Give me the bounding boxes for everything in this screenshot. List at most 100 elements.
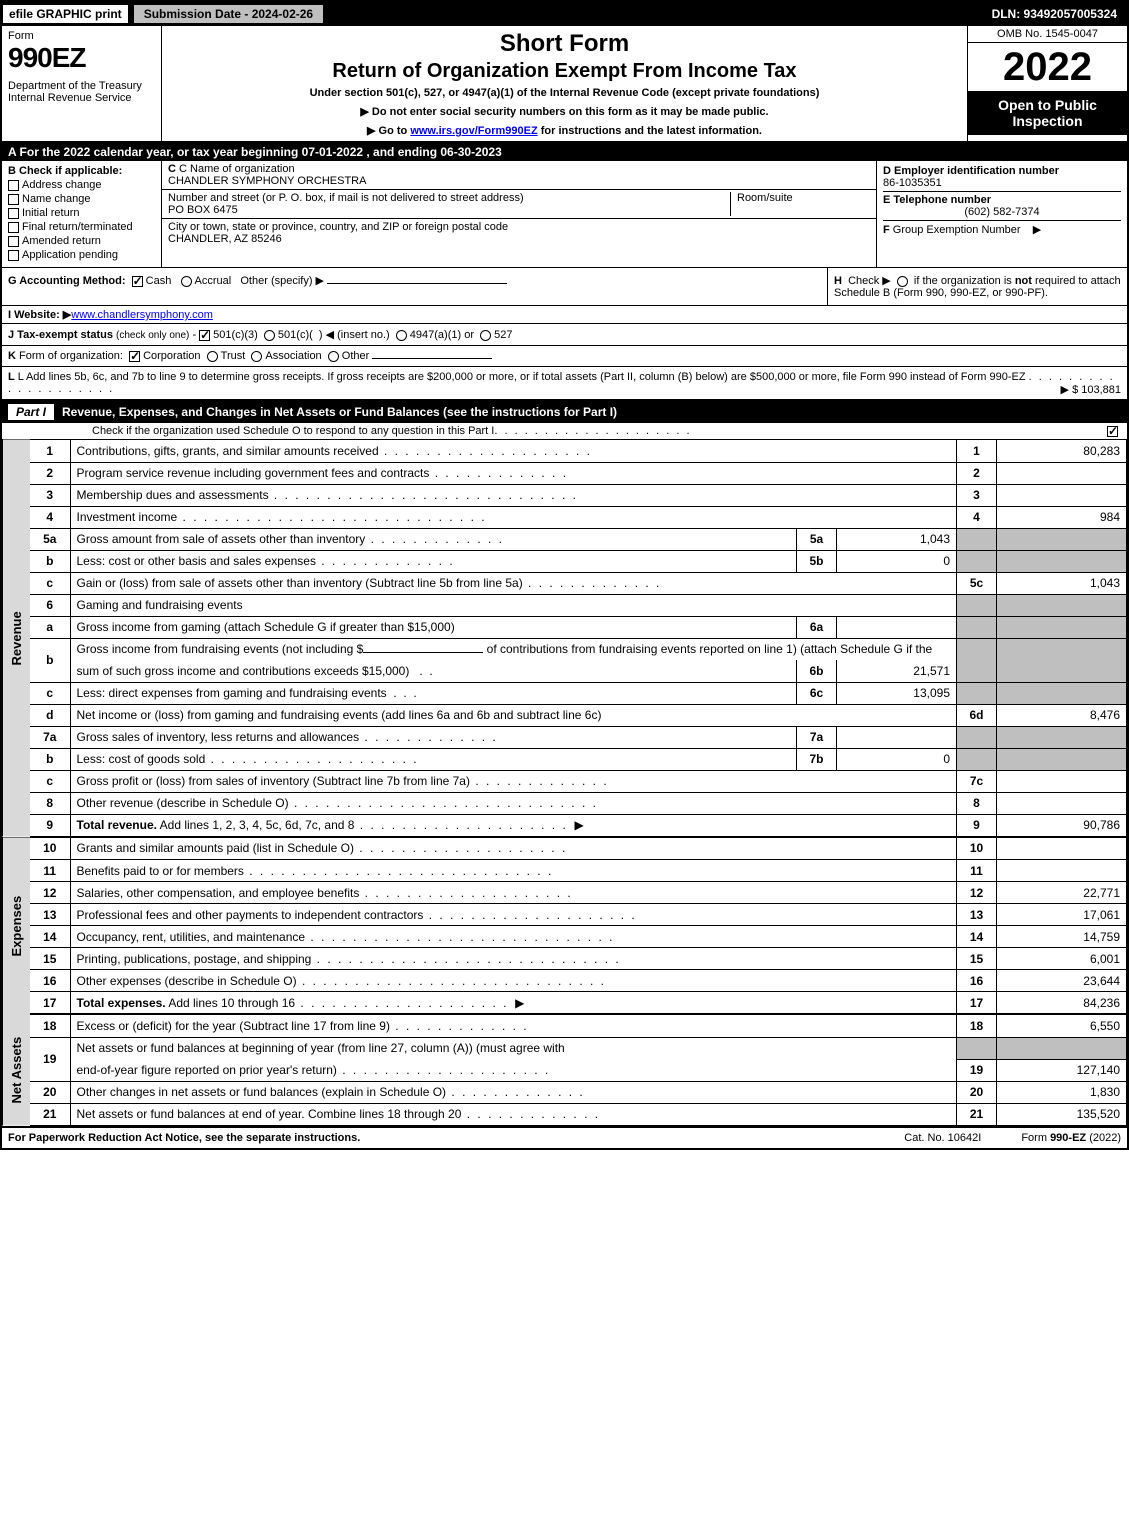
section-g: G Accounting Method: Cash Accrual Other … <box>2 268 827 305</box>
line-7c-val <box>997 770 1127 792</box>
line-1-val: 80,283 <box>997 440 1127 462</box>
section-gh: G Accounting Method: Cash Accrual Other … <box>2 268 1127 306</box>
part-1-header: Part I Revenue, Expenses, and Changes in… <box>2 401 1127 423</box>
line-5c-val: 1,043 <box>997 572 1127 594</box>
cb-schedule-o[interactable] <box>1107 426 1118 437</box>
line-15-val: 6,001 <box>997 948 1127 970</box>
cb-final-return[interactable]: Final return/terminated <box>8 221 155 233</box>
cb-corporation[interactable] <box>129 351 140 362</box>
room-suite-label: Room/suite <box>730 192 870 216</box>
expenses-side-label: Expenses <box>2 838 30 1015</box>
row-a-tax-year: A For the 2022 calendar year, or tax yea… <box>2 143 1127 161</box>
net-assets-side-label: Net Assets <box>2 1015 30 1126</box>
irs-link[interactable]: www.irs.gov/Form990EZ <box>410 125 537 137</box>
line-19-val: 127,140 <box>997 1059 1127 1081</box>
form-ref: Form 990-EZ (2022) <box>1021 1132 1121 1144</box>
street-value: PO BOX 6475 <box>168 204 730 216</box>
form-header: Form 990EZ Department of the Treasury In… <box>2 26 1127 143</box>
line-16-val: 23,644 <box>997 970 1127 992</box>
phone-value: (602) 582-7374 <box>883 206 1121 218</box>
section-b: B Check if applicable: Address change Na… <box>2 161 162 267</box>
header-left: Form 990EZ Department of the Treasury In… <box>2 26 162 141</box>
section-bcdef: B Check if applicable: Address change Na… <box>2 161 1127 268</box>
section-h: H Check ▶ if the organization is not req… <box>827 268 1127 305</box>
section-b-label: B Check if applicable: <box>8 165 155 177</box>
cb-application-pending[interactable]: Application pending <box>8 249 155 261</box>
org-name: CHANDLER SYMPHONY ORCHESTRA <box>168 175 870 187</box>
dln-number: DLN: 93492057005324 <box>982 5 1127 23</box>
line-3-val <box>997 484 1127 506</box>
radio-sched-b[interactable] <box>897 276 908 287</box>
form-990ez-page: efile GRAPHIC print Submission Date - 20… <box>0 0 1129 1150</box>
line-2-val <box>997 462 1127 484</box>
section-def: D Employer identification number 86-1035… <box>877 161 1127 267</box>
section-j: J Tax-exempt status (check only one) - 5… <box>2 324 1127 346</box>
revenue-side-label: Revenue <box>2 440 30 837</box>
line-11-val <box>997 860 1127 882</box>
line-6b-val: 21,571 <box>837 660 957 682</box>
line-6c-val: 13,095 <box>837 682 957 704</box>
form-label: Form <box>8 30 155 42</box>
line-5a-val: 1,043 <box>837 528 957 550</box>
radio-accrual[interactable] <box>181 276 192 287</box>
line-7b-val: 0 <box>837 748 957 770</box>
goto-note: ▶ Go to www.irs.gov/Form990EZ for instru… <box>172 124 957 137</box>
form-title-2: Return of Organization Exempt From Incom… <box>172 60 957 83</box>
form-subtitle: Under section 501(c), 527, or 4947(a)(1)… <box>172 87 957 99</box>
line-6a-val <box>837 616 957 638</box>
section-i: I Website: ▶www.chandlersymphony.com <box>2 306 1127 324</box>
cb-cash[interactable] <box>132 276 143 287</box>
line-5b-val: 0 <box>837 550 957 572</box>
form-title-1: Short Form <box>172 30 957 58</box>
line-20-val: 1,830 <box>997 1081 1127 1103</box>
line-6d-val: 8,476 <box>997 704 1127 726</box>
radio-501c[interactable] <box>264 330 275 341</box>
tax-year: 2022 <box>968 43 1127 91</box>
line-18-val: 6,550 <box>997 1015 1127 1037</box>
ssn-note: ▶ Do not enter social security numbers o… <box>172 105 957 118</box>
line-4-val: 984 <box>997 506 1127 528</box>
cb-address-change[interactable]: Address change <box>8 179 155 191</box>
part-1-title: Revenue, Expenses, and Changes in Net As… <box>62 405 617 419</box>
ein-value: 86-1035351 <box>883 177 1121 189</box>
cb-name-change[interactable]: Name change <box>8 193 155 205</box>
net-assets-section: Net Assets 18Excess or (deficit) for the… <box>2 1014 1127 1126</box>
phone-label: E Telephone number <box>883 194 1121 206</box>
efile-print-label[interactable]: efile GRAPHIC print <box>2 4 129 24</box>
revenue-section: Revenue 1Contributions, gifts, grants, a… <box>2 440 1127 837</box>
expenses-section: Expenses 10Grants and similar amounts pa… <box>2 837 1127 1015</box>
header-mid: Short Form Return of Organization Exempt… <box>162 26 967 141</box>
cb-501c3[interactable] <box>199 330 210 341</box>
header-right: OMB No. 1545-0047 2022 Open to Public In… <box>967 26 1127 141</box>
line-17-val: 84,236 <box>997 992 1127 1014</box>
radio-4947[interactable] <box>396 330 407 341</box>
department-label: Department of the Treasury Internal Reve… <box>8 80 155 104</box>
website-link[interactable]: www.chandlersymphony.com <box>71 309 213 321</box>
inspection-badge: Open to Public Inspection <box>968 91 1127 135</box>
line-21-val: 135,520 <box>997 1103 1127 1125</box>
omb-number: OMB No. 1545-0047 <box>968 26 1127 43</box>
section-k: K Form of organization: Corporation Trus… <box>2 346 1127 367</box>
gross-receipts-amount: ▶ $ 103,881 <box>1061 383 1121 396</box>
top-bar: efile GRAPHIC print Submission Date - 20… <box>2 2 1127 26</box>
city-label: City or town, state or province, country… <box>168 221 870 233</box>
line-14-val: 14,759 <box>997 926 1127 948</box>
cat-no: Cat. No. 10642I <box>904 1132 981 1144</box>
ein-label: D Employer identification number <box>883 165 1121 177</box>
line-10-val <box>997 838 1127 860</box>
line-13-val: 17,061 <box>997 904 1127 926</box>
cb-amended-return[interactable]: Amended return <box>8 235 155 247</box>
line-7a-val <box>837 726 957 748</box>
part-1-sub: Check if the organization used Schedule … <box>2 423 1127 440</box>
radio-527[interactable] <box>480 330 491 341</box>
form-number: 990EZ <box>8 42 155 74</box>
radio-trust[interactable] <box>207 351 218 362</box>
section-l: L L Add lines 5b, 6c, and 7b to line 9 t… <box>2 367 1127 401</box>
line-12-val: 22,771 <box>997 882 1127 904</box>
radio-association[interactable] <box>251 351 262 362</box>
radio-other-org[interactable] <box>328 351 339 362</box>
cb-initial-return[interactable]: Initial return <box>8 207 155 219</box>
submission-date: Submission Date - 2024-02-26 <box>133 4 324 24</box>
line-9-val: 90,786 <box>997 814 1127 836</box>
line-8-val <box>997 792 1127 814</box>
